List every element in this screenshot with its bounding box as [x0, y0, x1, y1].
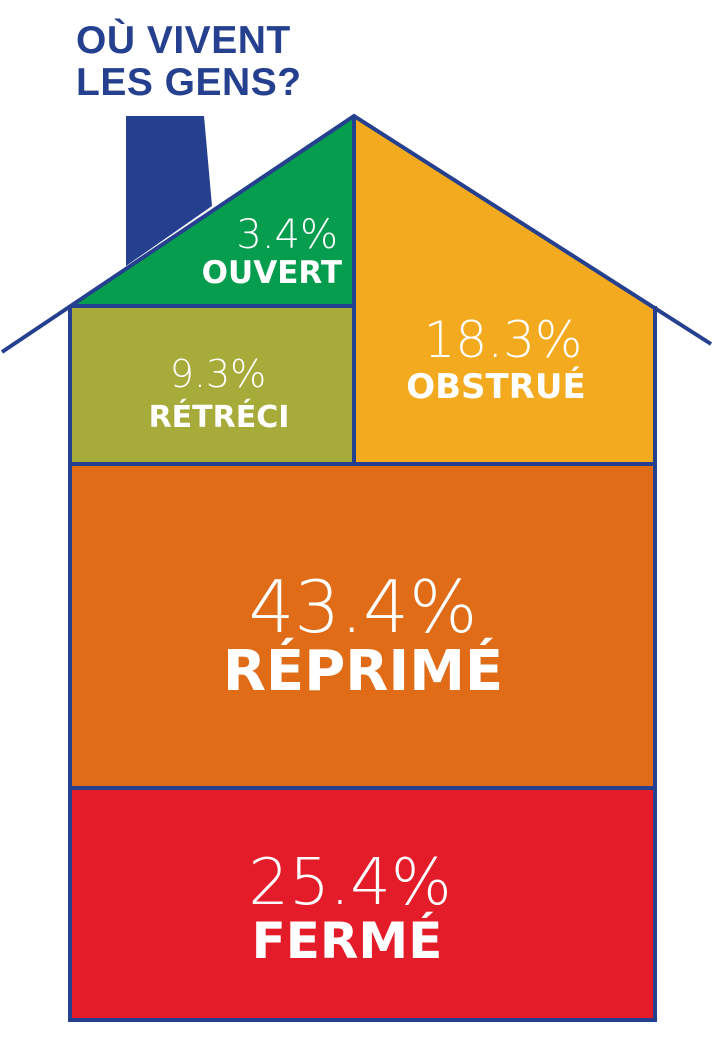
- obstrue-label: OBSTRUÉ: [406, 366, 586, 407]
- obstrue-value: 18.3%: [424, 311, 583, 369]
- reprime-label: RÉPRIMÉ: [223, 638, 503, 704]
- section-obstrue: [354, 116, 655, 464]
- house-walls: [68, 306, 657, 1022]
- section-retreci: [70, 306, 354, 464]
- title-line-2: LES GENS?: [76, 61, 302, 104]
- title-line-1: OÙ VIVENT: [76, 19, 291, 62]
- diagram-title: OÙ VIVENT LES GENS?: [76, 20, 302, 104]
- reprime-value: 43.4%: [249, 565, 478, 649]
- ferme-value: 25.4%: [248, 846, 451, 920]
- section-ferme: [70, 788, 655, 1020]
- chimney: [126, 116, 212, 266]
- retreci-value: 9.3%: [170, 352, 267, 396]
- ferme-label: FERMÉ: [252, 911, 443, 970]
- ouvert-value: 3.4%: [236, 212, 338, 258]
- house-outline: [0, 113, 713, 1022]
- ouvert-label: OUVERT: [202, 255, 342, 291]
- section-reprime: [70, 464, 655, 788]
- retreci-label: RÉTRÉCI: [149, 399, 290, 435]
